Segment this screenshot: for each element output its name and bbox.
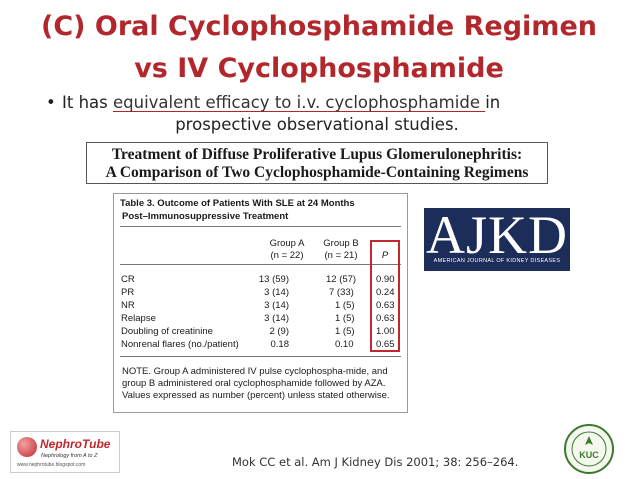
cell-group-b: 12 (57) — [326, 274, 357, 285]
table-caption-line1: Table 3. Outcome of Patients With SLE at… — [120, 198, 355, 209]
slide-title-line1: (C) Oral Cyclophosphamide Regimen — [41, 11, 597, 42]
cell-group-b: 1 (5) — [335, 300, 355, 311]
kuc-seal-text: KUC — [579, 450, 599, 460]
cell-group-a: 3 (14) — [264, 287, 289, 298]
cell-p: 0.63 — [376, 300, 395, 311]
cell-p: 1.00 — [376, 326, 395, 337]
col-b-label: Group B — [323, 238, 359, 249]
citation: Mok CC et al. Am J Kidney Dis 2001; 38: … — [232, 455, 519, 469]
bullet-dot-icon: • — [46, 93, 56, 112]
study-title-line1: Treatment of Diffuse Proliferative Lupus… — [111, 146, 523, 163]
bullet-point: • It has equivalent efficacy to i.v. cyc… — [46, 92, 602, 136]
ajkd-logo: AJKD AMERICAN JOURNAL OF KIDNEY DISEASES — [424, 205, 570, 271]
cell-group-b: 1 (5) — [335, 326, 355, 337]
cell-group-a: 3 (14) — [264, 300, 289, 311]
table-rule-top — [120, 226, 401, 227]
table-note: NOTE. Group A administered IV pulse cycl… — [122, 366, 390, 401]
cell-p: 0.24 — [376, 287, 395, 298]
cell-group-a: 2 (9) — [269, 326, 289, 337]
bullet-line2: prospective observational studies. — [175, 115, 459, 134]
cell-p: 0.90 — [376, 274, 395, 285]
table-caption: Table 3. Outcome of Patients With SLE at… — [120, 197, 355, 223]
col-header-group-a: Group A (n = 22) — [264, 238, 310, 262]
col-header-group-b: Group B (n = 21) — [318, 238, 364, 262]
nephrotube-tagline: Nephrology from A to Z — [41, 453, 98, 459]
nephrotube-swirl-icon — [17, 437, 37, 457]
cell-group-b: 1 (5) — [335, 313, 355, 324]
bullet-prefix: It has — [62, 93, 113, 112]
study-title-line2: A Comparison of Two Cyclophosphamide-Con… — [105, 164, 529, 181]
nephrotube-name: NephroTube — [40, 437, 111, 451]
col-b-n: (n = 21) — [324, 250, 358, 261]
nephrotube-logo: NephroTube Nephrology from A to Z www.ne… — [10, 431, 120, 473]
cell-p: 0.63 — [376, 313, 395, 324]
col-a-label: Group A — [269, 238, 305, 249]
row-label: PR — [121, 287, 135, 298]
row-label: Doubling of creatinine — [121, 326, 213, 337]
kuc-seal-icon: KUC — [564, 424, 614, 474]
cell-group-a: 3 (14) — [264, 313, 289, 324]
col-a-n: (n = 22) — [270, 250, 304, 261]
table-caption-line2: Post–Immunosuppressive Treatment — [122, 211, 289, 222]
cell-p: 0.65 — [376, 339, 395, 350]
row-label: CR — [121, 274, 135, 285]
cell-group-b: 7 (33) — [329, 287, 354, 298]
study-title-box: Treatment of Diffuse Proliferative Lupus… — [86, 142, 548, 184]
cell-group-a: 13 (59) — [258, 274, 289, 285]
p-value-highlight-box — [370, 240, 400, 352]
cell-group-a: 0.18 — [270, 339, 290, 350]
slide-title-line2: vs IV Cyclophosphamide — [134, 53, 504, 84]
bullet-suffix: in — [485, 93, 501, 112]
ajkd-logo-subtitle: AMERICAN JOURNAL OF KIDNEY DISEASES — [433, 258, 561, 264]
row-label: NR — [121, 300, 135, 311]
row-label: Nonrenal flares (no./patient) — [121, 339, 239, 350]
ajkd-logo-text: AJKD — [425, 205, 568, 265]
table-rule-bottom — [120, 356, 401, 357]
nephrotube-url: www.nephrotube.blogspot.com — [17, 462, 86, 468]
cell-group-b: 0.10 — [335, 339, 354, 350]
row-label: Relapse — [121, 313, 156, 324]
outcome-table: Table 3. Outcome of Patients With SLE at… — [113, 193, 408, 413]
bullet-underlined-text: equivalent efficacy to i.v. cyclophospha… — [113, 93, 486, 112]
col-header-p: P — [381, 250, 389, 261]
table-rule-header — [120, 264, 401, 265]
